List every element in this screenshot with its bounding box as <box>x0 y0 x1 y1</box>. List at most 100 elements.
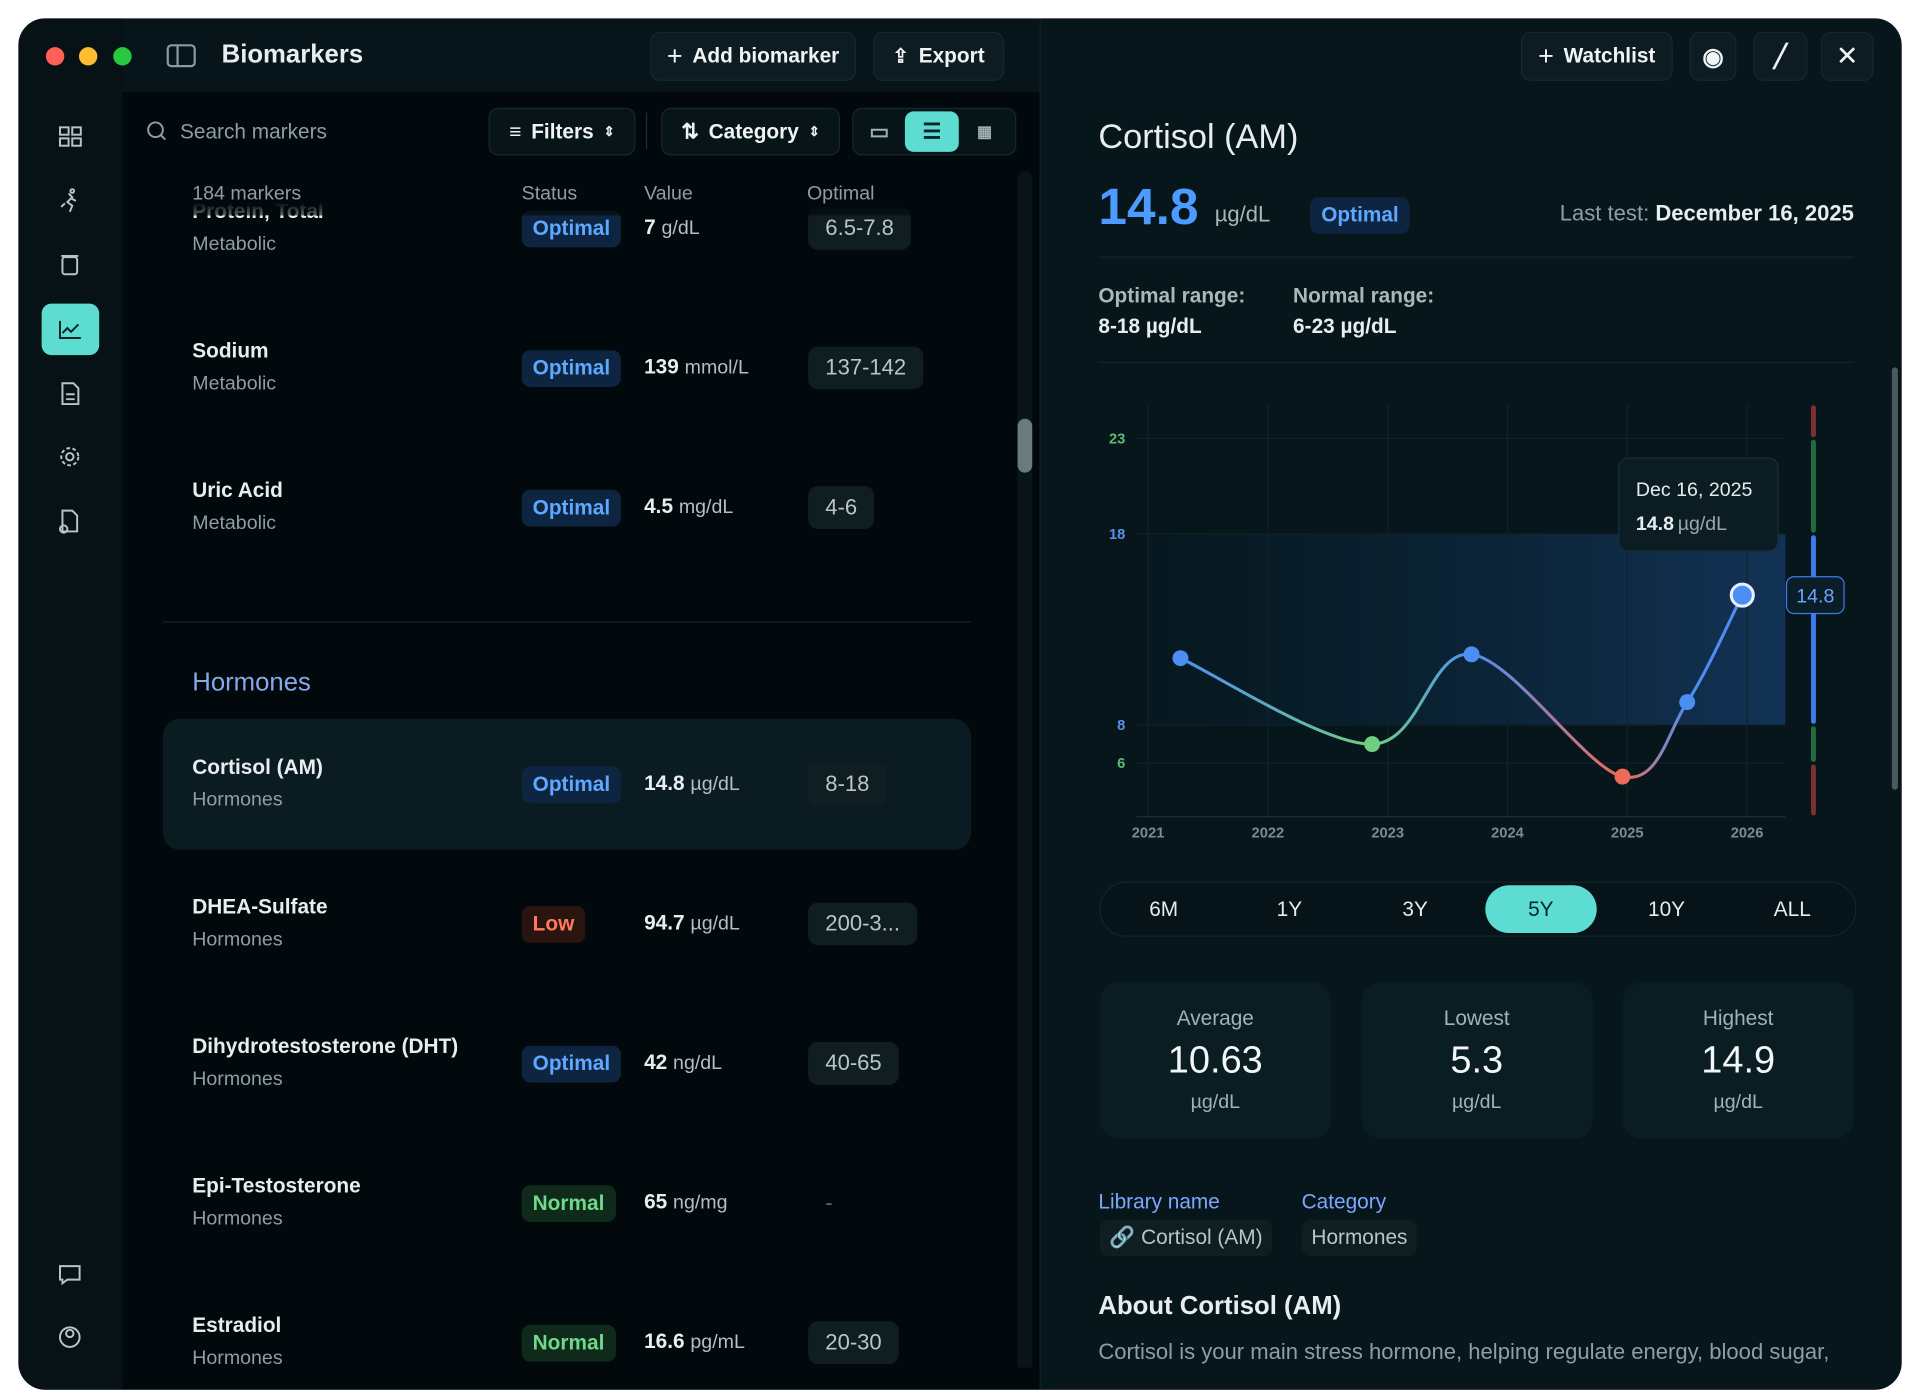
value: 65 <box>644 1190 668 1214</box>
marker-name: Dihydrotestosterone (DHT) <box>192 1034 459 1058</box>
optimal-range: - <box>825 1190 833 1215</box>
range-button[interactable]: 6M <box>1149 896 1179 921</box>
optimal-range: 40-65 <box>808 1042 899 1085</box>
button-label: Add biomarker <box>692 44 840 68</box>
sort-button[interactable]: ⇅ Category ⇕ <box>661 107 841 156</box>
detail-scroll-thumb[interactable] <box>1891 367 1898 790</box>
date: December 16, 2025 <box>1655 200 1854 226</box>
data-point[interactable] <box>1614 768 1631 785</box>
status-badge: Optimal <box>521 1045 622 1083</box>
search-input[interactable]: Search markers <box>180 120 327 144</box>
marker-category: Hormones <box>192 1068 283 1090</box>
value: 7 <box>644 215 656 239</box>
value: 139 <box>644 355 679 379</box>
single-view[interactable]: ▭ <box>869 119 890 143</box>
range-button[interactable]: 1Y <box>1276 896 1303 921</box>
data-point[interactable] <box>1172 650 1189 667</box>
marker-value: 7 g/dL <box>644 216 700 240</box>
unit: g/dL <box>661 217 700 239</box>
range-button[interactable]: 3Y <box>1402 896 1428 921</box>
stat-value: 5.3 <box>1450 1038 1504 1082</box>
app-title: Biomarkers <box>221 40 364 69</box>
y-tick-label: 18 <box>1109 527 1125 543</box>
detail-title: Cortisol (AM) <box>1098 117 1299 156</box>
stat-label: Average <box>1176 1006 1254 1030</box>
button-label: Watchlist <box>1563 44 1656 68</box>
unit: mg/dL <box>678 497 734 518</box>
marker-value: 42 ng/dL <box>644 1051 722 1075</box>
data-point[interactable] <box>1729 582 1755 608</box>
marker-value: 16.6 pg/mL <box>644 1330 745 1354</box>
unit: pg/mL <box>690 1332 745 1354</box>
column-header: Value <box>644 183 693 205</box>
section-title: Hormones <box>192 668 311 697</box>
nav-icons[interactable] <box>59 126 82 1348</box>
field-label: Category <box>1301 1190 1387 1214</box>
column-header: Optimal <box>806 183 875 205</box>
stat-label: Highest <box>1702 1006 1774 1030</box>
status-badge: Optimal <box>521 489 622 527</box>
marker-name: Epi-Testosterone <box>192 1174 361 1198</box>
minimize-light[interactable] <box>78 47 98 66</box>
stat-card: Highest 14.9 µg/dL <box>1622 982 1854 1139</box>
label: Last test: <box>1559 200 1650 226</box>
marker-category: Hormones <box>192 929 283 951</box>
close-light[interactable] <box>45 47 65 66</box>
zoom-light[interactable] <box>113 47 132 66</box>
range-button[interactable]: 5Y <box>1485 885 1597 934</box>
marker-value: 139 mmol/L <box>644 355 749 379</box>
tooltip <box>1618 457 1779 552</box>
optimal-range: 200-3... <box>808 902 918 946</box>
watchlist-button[interactable]: + Watchlist <box>1520 31 1673 81</box>
unit: ng/mg <box>673 1192 728 1214</box>
stat-unit: µg/dL <box>1452 1092 1502 1114</box>
current-unit: µg/dL <box>1214 202 1271 227</box>
list-scroll-thumb[interactable] <box>1017 418 1033 473</box>
export-button[interactable]: ⇪ Export <box>873 31 1005 81</box>
view-button[interactable]: ◉ <box>1689 31 1737 81</box>
status-badge: Optimal <box>521 210 622 248</box>
marker-value: 14.8 µg/dL <box>644 771 740 795</box>
add-biomarker-button[interactable]: + Add biomarker <box>650 31 856 81</box>
range-selector: 6M 1Y 3Y 5Y 10Y ALL <box>1099 881 1857 937</box>
range-label: Optimal range: <box>1098 284 1246 308</box>
value: 42 <box>644 1050 668 1074</box>
x-tick-label: 2026 <box>1731 826 1764 842</box>
value: 14.8 <box>644 771 685 795</box>
unit: µg/dL <box>690 913 740 935</box>
status-badge: Normal <box>521 1185 616 1223</box>
list-header: 184 markers Status Value Optimal <box>146 171 992 216</box>
range-button[interactable]: 10Y <box>1648 896 1686 921</box>
range-value: 6-23 µg/dL <box>1293 314 1397 338</box>
x-tick-label: 2022 <box>1252 826 1285 842</box>
stat-unit: µg/dL <box>1713 1092 1763 1114</box>
value: 4.5 <box>644 494 674 518</box>
x-tick-label: 2021 <box>1132 826 1165 842</box>
close-button[interactable]: ✕ <box>1820 31 1874 81</box>
list-view[interactable]: ☰ <box>904 111 959 152</box>
marker-value: 65 ng/mg <box>644 1190 727 1214</box>
edit-button[interactable]: ╱ <box>1753 31 1808 81</box>
data-point[interactable] <box>1463 646 1480 663</box>
value: 14.8 <box>1636 513 1674 535</box>
optimal-band <box>1148 533 1786 726</box>
filters-button[interactable]: ≡ Filters ⇕ <box>488 107 636 156</box>
sidebar-toggle[interactable] <box>166 44 196 68</box>
data-point[interactable] <box>1679 694 1696 711</box>
range-value: 8-18 µg/dL <box>1098 314 1202 338</box>
filter-icon: ≡ <box>509 119 522 143</box>
range-button[interactable]: ALL <box>1773 896 1811 921</box>
library-chip[interactable]: 🔗 Cortisol (AM) <box>1099 1219 1273 1257</box>
stat-value: 14.9 <box>1701 1038 1776 1082</box>
button-label: Export <box>918 44 985 68</box>
tooltip-value: 14.8 µg/dL <box>1636 513 1727 535</box>
plus-icon: + <box>666 40 683 72</box>
x-tick-label: 2023 <box>1371 826 1404 842</box>
unit: mmol/L <box>684 357 749 379</box>
grid-view[interactable]: ▦ <box>976 121 993 141</box>
optimal-range: 137-142 <box>808 346 924 390</box>
value: 16.6 <box>644 1329 685 1354</box>
data-point[interactable] <box>1364 736 1381 753</box>
